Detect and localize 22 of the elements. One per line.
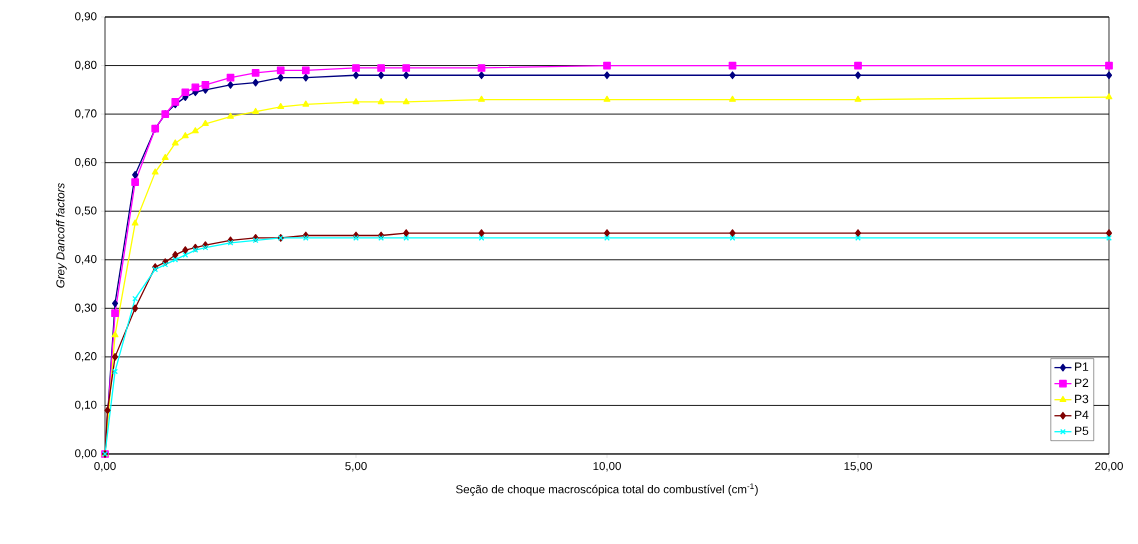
legend-label: P1: [1075, 362, 1089, 371]
x-tick-label: 20,00: [1095, 462, 1123, 472]
y-tick-label: 0,10: [75, 400, 97, 411]
y-tick-label: 0,00: [75, 449, 97, 459]
x-tick-label: 15,00: [844, 462, 872, 472]
legend-label: P4: [1075, 410, 1089, 419]
legend-label: P5: [1075, 426, 1089, 436]
legend-label: P2: [1075, 378, 1089, 387]
x-tick-label: 5,00: [345, 462, 367, 472]
y-tick-label: 0,90: [75, 12, 97, 22]
y-tick-label: 0,70: [75, 109, 97, 119]
x-axis-title: Seção de choque macroscópica total do combustível (cm$^{-1}$): [456, 483, 758, 496]
y-tick-label: 0,80: [75, 60, 97, 71]
legend-label: P3: [1075, 394, 1089, 404]
y-tick-label: 0,50: [75, 206, 97, 216]
y-tick-label: 0,40: [75, 255, 97, 265]
y-tick-label: 0,20: [75, 352, 97, 362]
x-tick-label: 10,00: [593, 462, 621, 472]
y-tick-label: 0,60: [75, 157, 97, 168]
y-tick-label: 0,30: [75, 303, 97, 314]
x-tick-label: 0,00: [94, 462, 116, 472]
y-axis-title: Grey Dancoff factors: [56, 183, 67, 288]
